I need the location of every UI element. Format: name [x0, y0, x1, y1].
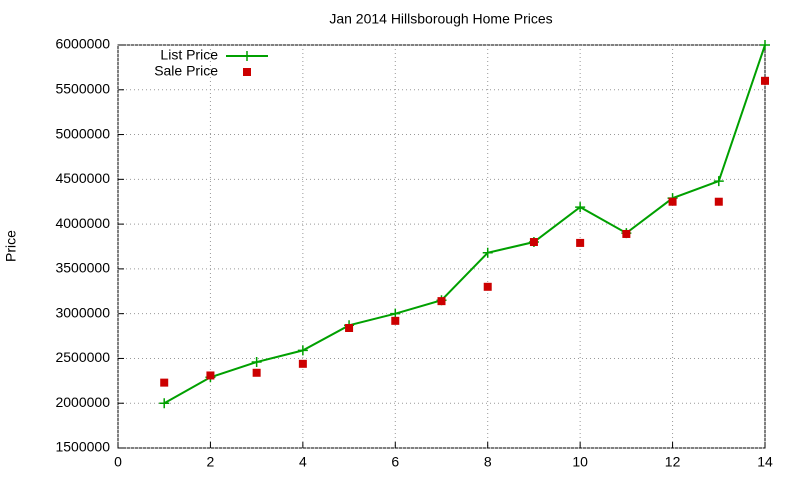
x-tick-label: 2 — [207, 454, 215, 470]
legend-label: Sale Price — [154, 63, 218, 79]
point-marker — [297, 345, 308, 356]
y-tick-label: 4000000 — [55, 215, 110, 231]
y-tick-label: 5000000 — [55, 125, 110, 141]
y-tick-label: 6000000 — [55, 36, 110, 52]
y-tick-label: 3000000 — [55, 304, 110, 320]
point-marker — [391, 316, 400, 325]
x-tick-label: 0 — [114, 454, 122, 470]
y-tick-label: 1500000 — [55, 439, 110, 455]
y-tick-label: 5500000 — [55, 80, 110, 96]
legend-label: List Price — [160, 47, 218, 63]
series-line — [163, 44, 766, 405]
chart-title: Jan 2014 Hillsborough Home Prices — [329, 11, 552, 27]
point-marker — [243, 68, 251, 76]
y-tick-label: 4500000 — [55, 170, 110, 186]
x-tick-label: 10 — [572, 454, 588, 470]
x-tick-label: 6 — [391, 454, 399, 470]
x-tick-label: 12 — [665, 454, 681, 470]
y-tick-label: 2000000 — [55, 394, 110, 410]
point-marker — [483, 282, 492, 291]
point-marker — [529, 238, 538, 247]
point-marker — [437, 297, 446, 306]
x-tick-label: 8 — [484, 454, 492, 470]
point-marker — [713, 176, 724, 187]
plot-frame — [117, 44, 766, 449]
point-marker — [252, 368, 261, 377]
point-marker — [575, 202, 586, 213]
point-marker — [251, 357, 262, 368]
point-marker — [761, 76, 769, 85]
point-marker — [622, 229, 631, 238]
y-tick-label: 3500000 — [55, 260, 110, 276]
point-marker — [159, 398, 170, 409]
y-axis-label: Price — [3, 230, 19, 262]
point-marker — [206, 371, 215, 380]
point-marker — [345, 323, 354, 332]
x-tick-label: 4 — [299, 454, 307, 470]
point-marker — [760, 40, 770, 50]
point-marker — [298, 359, 307, 368]
point-marker — [714, 197, 723, 206]
point-marker — [668, 197, 677, 206]
point-marker — [242, 51, 252, 61]
point-marker — [576, 238, 585, 247]
x-tick-label: 14 — [757, 454, 773, 470]
y-tick-label: 2500000 — [55, 349, 110, 365]
point-marker — [160, 378, 169, 387]
point-marker — [482, 247, 493, 258]
